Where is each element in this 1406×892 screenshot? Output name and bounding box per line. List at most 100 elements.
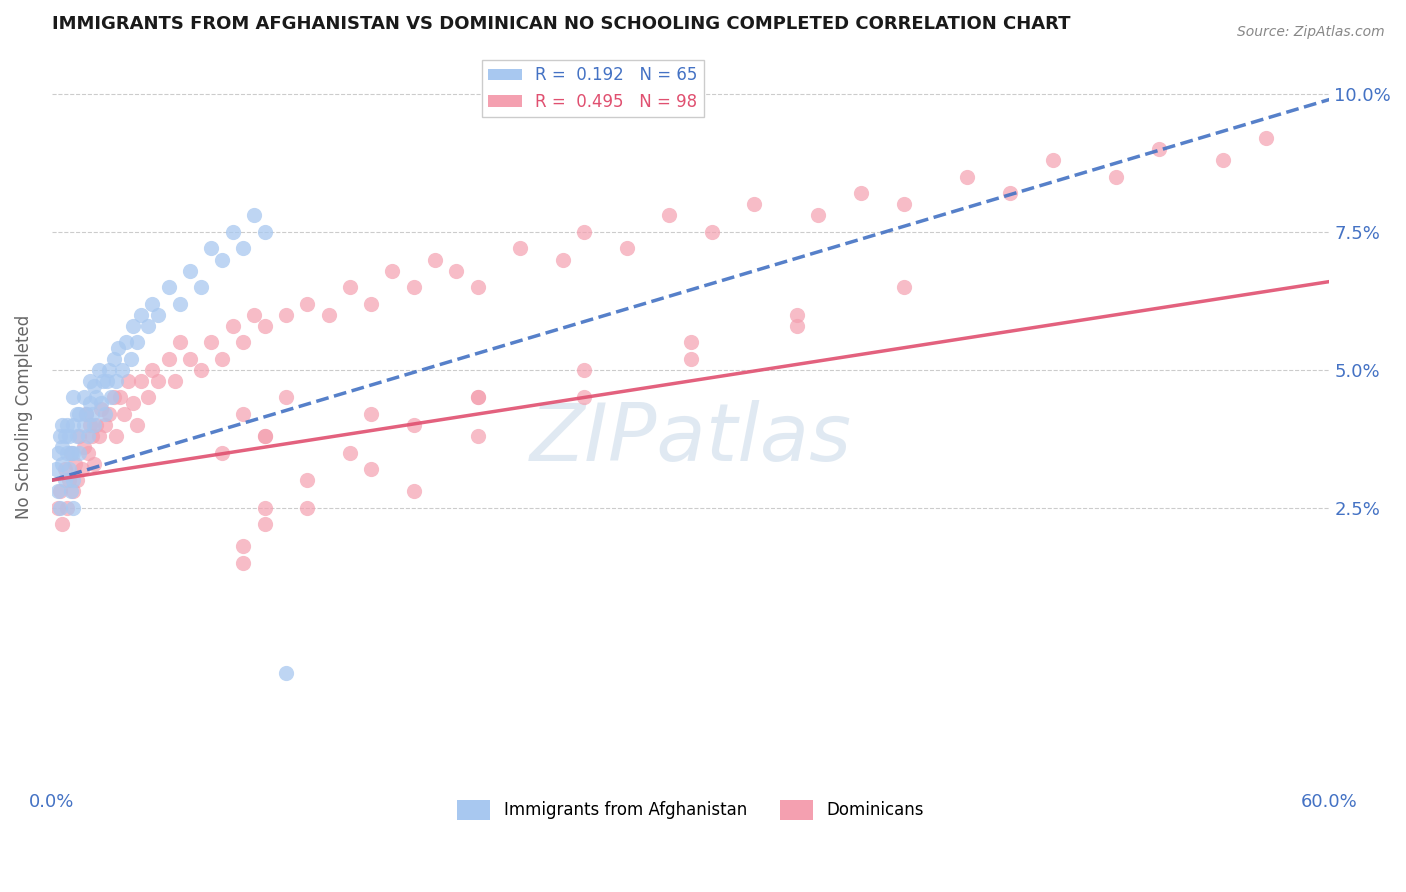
Point	[55, 500, 77, 515]
Point	[120, 351, 142, 366]
Point	[179, 263, 201, 277]
Point	[104, 374, 127, 388]
Point	[73, 440, 96, 454]
Point	[46, 500, 69, 515]
Point	[253, 517, 276, 532]
Point	[62, 500, 84, 515]
Point	[402, 484, 425, 499]
Point	[63, 457, 86, 471]
Point	[467, 391, 489, 405]
Point	[125, 418, 148, 433]
Point	[222, 318, 245, 333]
Point	[129, 308, 152, 322]
Point	[402, 418, 425, 433]
Text: Source: ZipAtlas.com: Source: ZipAtlas.com	[1237, 25, 1385, 39]
Point	[423, 252, 446, 267]
Point	[46, 484, 69, 499]
Point	[169, 296, 191, 310]
Point	[62, 445, 84, 459]
Point	[1105, 169, 1128, 184]
Point	[744, 197, 766, 211]
Point	[94, 418, 117, 433]
Point	[53, 473, 76, 487]
Point	[1254, 131, 1277, 145]
Point	[232, 407, 254, 421]
Point	[111, 363, 134, 377]
Point	[893, 280, 915, 294]
Point	[572, 391, 595, 405]
Point	[243, 208, 266, 222]
Point	[75, 407, 97, 421]
Point	[129, 374, 152, 388]
Point	[53, 429, 76, 443]
Point	[87, 429, 110, 443]
Point	[58, 462, 80, 476]
Point	[49, 429, 72, 443]
Point	[94, 407, 117, 421]
Point	[100, 391, 122, 405]
Point	[200, 242, 222, 256]
Point	[136, 318, 159, 333]
Point	[121, 318, 143, 333]
Point	[98, 407, 121, 421]
Point	[73, 418, 96, 433]
Point	[200, 335, 222, 350]
Point	[253, 500, 276, 515]
Point	[679, 351, 702, 366]
Point	[148, 374, 170, 388]
Point	[1147, 142, 1170, 156]
Point	[786, 318, 808, 333]
Point	[211, 351, 233, 366]
Text: ZIPatlas: ZIPatlas	[530, 400, 852, 478]
Point	[86, 391, 108, 405]
Point	[232, 335, 254, 350]
Point	[49, 500, 72, 515]
Point	[253, 318, 276, 333]
Point	[51, 517, 73, 532]
Point	[956, 169, 979, 184]
Point	[91, 374, 114, 388]
Point	[51, 440, 73, 454]
Point	[297, 500, 319, 515]
Point	[59, 445, 82, 459]
Point	[318, 308, 340, 322]
Point	[82, 407, 104, 421]
Point	[211, 252, 233, 267]
Point	[141, 363, 163, 377]
Text: IMMIGRANTS FROM AFGHANISTAN VS DOMINICAN NO SCHOOLING COMPLETED CORRELATION CHAR: IMMIGRANTS FROM AFGHANISTAN VS DOMINICAN…	[52, 15, 1070, 33]
Point	[211, 445, 233, 459]
Point	[179, 351, 201, 366]
Point	[62, 484, 84, 499]
Point	[67, 429, 90, 443]
Point	[551, 252, 574, 267]
Point	[67, 407, 90, 421]
Point	[79, 418, 101, 433]
Point	[112, 407, 135, 421]
Point	[807, 208, 830, 222]
Point	[79, 374, 101, 388]
Point	[66, 407, 89, 421]
Point	[107, 341, 129, 355]
Point	[446, 263, 468, 277]
Point	[141, 296, 163, 310]
Point	[165, 374, 187, 388]
Point	[103, 351, 125, 366]
Point	[70, 462, 93, 476]
Point	[58, 429, 80, 443]
Point	[53, 462, 76, 476]
Point	[62, 418, 84, 433]
Point	[58, 473, 80, 487]
Point	[49, 484, 72, 499]
Point	[157, 280, 180, 294]
Point	[893, 197, 915, 211]
Point	[274, 391, 297, 405]
Point	[700, 225, 723, 239]
Point	[103, 391, 125, 405]
Point	[62, 391, 84, 405]
Point	[98, 363, 121, 377]
Point	[83, 457, 105, 471]
Point	[96, 374, 118, 388]
Point	[998, 186, 1021, 201]
Point	[90, 401, 112, 416]
Y-axis label: No Schooling Completed: No Schooling Completed	[15, 315, 32, 519]
